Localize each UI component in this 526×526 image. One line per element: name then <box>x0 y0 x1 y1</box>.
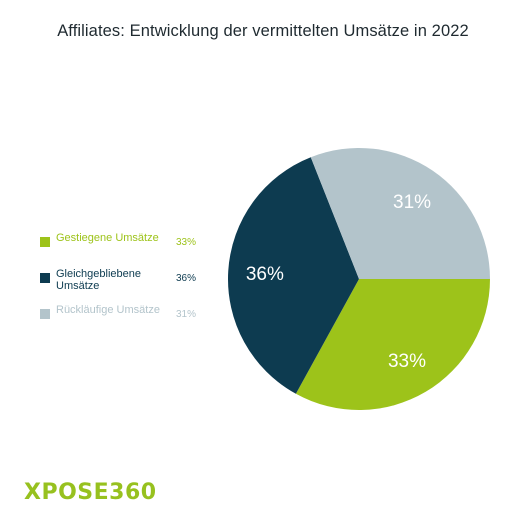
slice-gleichgebliebene-label: 36% <box>246 264 284 285</box>
legend-label: Gestiegene Umsätze <box>56 232 159 244</box>
slice-gestiegene <box>295 279 490 411</box>
chart-legend: Gestiegene Umsätze 33% Gleichgebliebene … <box>40 232 210 340</box>
legend-swatch <box>40 273 50 283</box>
slice-ruecklaeufige-label: 31% <box>393 192 431 213</box>
legend-swatch <box>40 309 50 319</box>
legend-label: Gleichgebliebene Umsätze <box>56 268 142 292</box>
legend-item-ruecklaeufige: Rückläufige Umsätze 31% <box>40 304 210 340</box>
chart-title: Affiliates: Entwicklung der vermittelten… <box>57 22 469 40</box>
legend-value: 33% <box>176 237 197 248</box>
legend-label: Rückläufige Umsätze <box>56 304 160 316</box>
legend-item-gestiegene: Gestiegene Umsätze 33% <box>40 232 210 268</box>
slice-gleichgebliebene <box>228 157 359 394</box>
legend-item-gleichgebliebene: Gleichgebliebene Umsätze 36% <box>40 268 210 304</box>
pie-slices <box>228 148 490 411</box>
legend-swatch <box>40 237 50 247</box>
xpose360-logo: XPOSE360 <box>24 480 157 505</box>
pie-slice-labels: 33% 36% 31% <box>246 192 431 372</box>
logo-x: X <box>24 480 42 505</box>
slice-gestiegene-label: 33% <box>388 351 426 372</box>
slice-ruecklaeufige <box>310 148 490 279</box>
legend-value: 31% <box>176 309 197 320</box>
logo-text: POSE360 <box>41 480 157 505</box>
legend-value: 36% <box>176 273 197 284</box>
